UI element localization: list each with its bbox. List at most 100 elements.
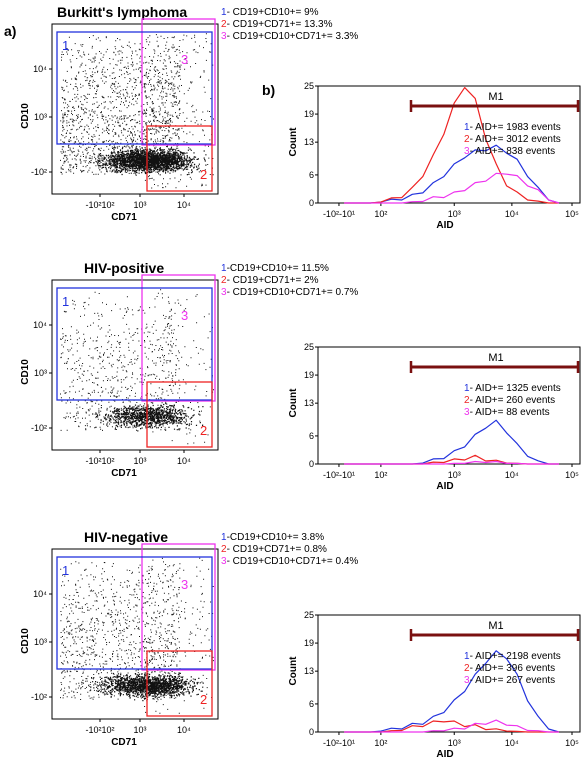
- gate-legend-3: 3- CD19+CD10+CD71+= 0.4%: [221, 556, 358, 567]
- scatter-ytick: -10²: [31, 692, 47, 702]
- histogram-ytick: 19: [304, 370, 314, 380]
- marker-label: M1: [488, 352, 503, 364]
- scatter-ytick: 10³: [34, 368, 47, 378]
- histogram-frame: [317, 614, 581, 733]
- histogram-legend-1: 1- AID+= 2198 events: [464, 651, 561, 662]
- gate-3: [141, 18, 216, 146]
- histogram-xlabel: AID: [436, 749, 453, 760]
- scatter-xlabel: CD71: [111, 468, 137, 479]
- scatter-frame: [51, 279, 219, 451]
- gate-number-2: 2: [200, 423, 207, 438]
- gate-number-3: 3: [181, 308, 188, 323]
- histogram-xtick: -10²-10¹: [323, 738, 355, 748]
- histogram-ytick: 25: [304, 342, 314, 352]
- histogram-ylabel: Count: [288, 127, 299, 157]
- gate-number-2: 2: [200, 692, 207, 707]
- scatter-ytick: 10³: [34, 637, 47, 647]
- histogram-legend-3: 3- AID+= 267 events: [464, 675, 555, 686]
- scatter-ytick: 10⁴: [33, 320, 47, 330]
- scatter-ytick: 10⁴: [33, 589, 47, 599]
- histogram-series-2: [344, 454, 559, 465]
- histogram-legend-3: 3- AID+= 88 events: [464, 407, 550, 418]
- histogram-series-3: [344, 719, 559, 733]
- scatter-ytick: -10²: [31, 423, 47, 433]
- histogram-legend-1: 1- AID+= 1983 events: [464, 122, 561, 133]
- histogram-legend-text: - AID+= 260 events: [470, 395, 556, 406]
- histogram-ytick: 25: [304, 81, 314, 91]
- scatter-dots: [60, 557, 214, 714]
- gate-legend-1: 1-CD19+CD10+= 3.8%: [221, 532, 324, 543]
- histogram-legend-number: 3: [464, 675, 470, 686]
- histogram-legend-2: 2- AID+= 260 events: [464, 395, 555, 406]
- histogram-series-2: [344, 87, 559, 204]
- gate-number-2: 2: [200, 167, 207, 182]
- scatter-ylabel: CD10: [20, 103, 31, 129]
- gate-2: [146, 125, 213, 192]
- scatter-xlabel: CD71: [111, 737, 137, 748]
- gate-legend-text: - CD19+CD71+= 0.8%: [227, 544, 327, 555]
- histogram-series-3: [344, 172, 560, 204]
- histogram-ytick: 6: [309, 699, 314, 709]
- histogram-ytick: 0: [309, 459, 314, 469]
- gate-legend-number: 3: [221, 287, 227, 298]
- panel-title: HIV-negative: [84, 529, 168, 545]
- gate-number-3: 3: [181, 577, 188, 592]
- scatter-frame: [51, 23, 219, 195]
- gate-legend-number: 2: [221, 19, 227, 30]
- gate-2: [146, 381, 213, 448]
- histogram-legend-2: 2- AID+= 3012 events: [464, 134, 561, 145]
- gate-legend-text: - CD19+CD10+CD71+= 0.7%: [227, 287, 359, 298]
- panel-title: HIV-positive: [84, 260, 164, 276]
- gate-3: [141, 274, 216, 402]
- gate-1: [56, 287, 213, 401]
- scatter-xtick: 10³: [133, 200, 146, 210]
- scatter-dots: [60, 33, 214, 189]
- histogram-frame: [317, 85, 581, 204]
- gate-1: [56, 556, 213, 670]
- gate-legend-1: 1-CD19+CD10+= 11.5%: [221, 263, 329, 274]
- histogram-legend-number: 2: [464, 134, 470, 145]
- gate-number-3: 3: [181, 52, 188, 67]
- histogram-legend-text: - AID+= 1325 events: [470, 383, 561, 394]
- histogram-legend-1: 1- AID+= 1325 events: [464, 383, 561, 394]
- gate-legend-number: 1: [221, 532, 227, 543]
- scatter-ytick: -10²: [31, 167, 47, 177]
- histogram-xlabel: AID: [436, 481, 453, 492]
- scatter-ylabel: CD10: [20, 359, 31, 385]
- histogram-legend-text: - AID+= 1983 events: [470, 122, 561, 133]
- histogram-xtick: 10⁵: [565, 470, 579, 480]
- histogram-xtick: 10⁵: [565, 209, 579, 219]
- histogram-legend-text: - AID+= 396 events: [470, 663, 556, 674]
- gate-legend-text: - CD19+CD10+CD71+= 3.3%: [227, 31, 359, 42]
- gate-number-1: 1: [62, 294, 69, 309]
- gate-legend-number: 3: [221, 31, 227, 42]
- histogram-xtick: 10⁴: [505, 209, 519, 219]
- histogram-legend-number: 3: [464, 146, 470, 157]
- histogram-legend-number: 1: [464, 383, 470, 394]
- gate-legend-number: 3: [221, 556, 227, 567]
- gate-legend-text: -CD19+CD10+= 3.8%: [227, 532, 325, 543]
- gate-legend-1: 1- CD19+CD10+= 9%: [221, 7, 319, 18]
- histogram-legend-number: 1: [464, 651, 470, 662]
- scatter-xtick: 10³: [133, 725, 146, 735]
- panel-a-label: a): [4, 23, 16, 39]
- histogram-xlabel: AID: [436, 220, 453, 231]
- histogram-legend-number: 1: [464, 122, 470, 133]
- gate-legend-number: 2: [221, 275, 227, 286]
- panel-b-label: b): [262, 82, 275, 98]
- histogram-legend-text: - AID+= 2198 events: [470, 651, 561, 662]
- gate-legend-text: - CD19+CD10+CD71+= 0.4%: [227, 556, 359, 567]
- histogram-xtick: -10²-10¹: [323, 470, 355, 480]
- histogram-ytick: 0: [309, 198, 314, 208]
- scatter-ytick: 10³: [34, 112, 47, 122]
- scatter-dot-field: [60, 289, 214, 445]
- histogram-xtick: 10³: [448, 470, 461, 480]
- scatter-xtick: -10²10²: [85, 456, 114, 466]
- gate-legend-number: 1: [221, 263, 227, 274]
- histogram-legend-text: - AID+= 88 events: [470, 407, 550, 418]
- histogram-ylabel: Count: [288, 656, 299, 686]
